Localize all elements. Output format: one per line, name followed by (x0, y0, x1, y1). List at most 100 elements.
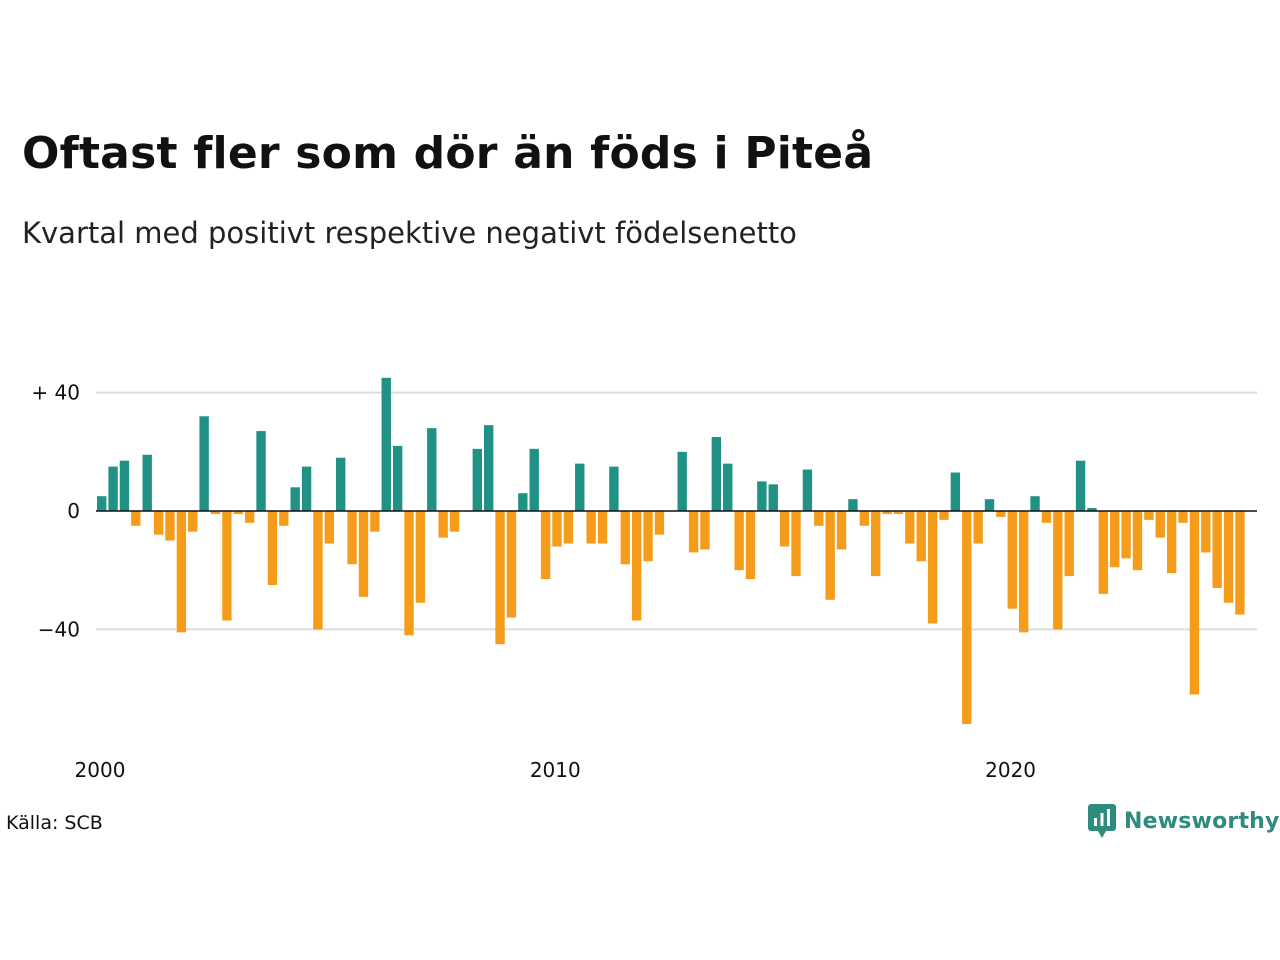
bar (1030, 496, 1040, 511)
bar (347, 511, 357, 565)
bar (1018, 511, 1029, 633)
bar (723, 463, 733, 511)
bar (984, 499, 995, 511)
bar (1121, 511, 1131, 559)
x-axis-ticks: 2000 2010 2020 (75, 758, 1036, 782)
bar (973, 511, 983, 544)
bar (176, 511, 187, 633)
bar (757, 481, 767, 511)
bar (1053, 511, 1063, 630)
bar (210, 511, 221, 514)
bar (165, 511, 175, 541)
bar (711, 437, 722, 511)
brand-logo: Newsworthy (1088, 804, 1280, 838)
bar (404, 511, 414, 636)
bar (1087, 508, 1097, 511)
bar (358, 511, 369, 597)
bar (939, 511, 949, 520)
bar (336, 457, 346, 511)
bar (370, 511, 380, 532)
bar (381, 377, 391, 511)
bar (996, 511, 1006, 517)
bar (1075, 460, 1086, 511)
bar (950, 472, 961, 511)
chart-subtitle: Kvartal med positivt respektive negativt… (22, 216, 797, 250)
bar (1041, 511, 1052, 523)
bar (153, 511, 164, 535)
bar (484, 425, 494, 511)
bar (927, 511, 938, 624)
chart-title: Oftast fler som dör än föds i Piteå (22, 128, 874, 179)
bar (586, 511, 596, 544)
brand-name: Newsworthy (1124, 808, 1280, 834)
bar (597, 511, 608, 544)
bar (1178, 511, 1188, 523)
bar (677, 451, 687, 511)
bar (495, 511, 505, 645)
bar (1098, 511, 1109, 594)
bar (643, 511, 653, 562)
bar (199, 416, 209, 511)
bar (1166, 511, 1177, 574)
bar (654, 511, 665, 535)
bar (688, 511, 699, 553)
bar (836, 511, 847, 550)
bar (131, 511, 141, 526)
bar (290, 487, 300, 511)
bar (734, 511, 744, 571)
bar (1212, 511, 1222, 588)
x-tick-label: 2000 (75, 758, 126, 782)
y-tick-label: −40 (38, 617, 80, 641)
bar (256, 431, 266, 511)
bar (962, 511, 972, 725)
bar (916, 511, 926, 562)
bar (631, 511, 642, 621)
bars (97, 377, 1245, 725)
bar (563, 511, 574, 544)
bar (1201, 511, 1211, 553)
bar (301, 466, 312, 511)
bar (1144, 511, 1154, 520)
bar (848, 499, 858, 511)
bar (905, 511, 915, 544)
bar (859, 511, 869, 526)
bar (222, 511, 232, 621)
bar (142, 454, 152, 511)
bar (1007, 511, 1017, 609)
newsworthy-logo-icon (1088, 804, 1116, 838)
bar (518, 493, 528, 511)
bar (700, 511, 710, 550)
bar (871, 511, 881, 577)
bar (233, 511, 243, 514)
bar (506, 511, 517, 618)
bar (472, 448, 482, 511)
y-axis-ticks: + 40 0 −40 (31, 381, 80, 642)
bar (529, 448, 539, 511)
bar (1110, 511, 1120, 568)
bar (791, 511, 801, 577)
y-tick-label: 0 (67, 499, 80, 523)
bar (97, 496, 107, 511)
bar (575, 463, 585, 511)
bar (1064, 511, 1074, 577)
x-tick-label: 2010 (530, 758, 581, 782)
source-note: Källa: SCB (6, 812, 103, 834)
x-tick-label: 2020 (985, 758, 1036, 782)
bar (415, 511, 426, 603)
bar (768, 484, 778, 511)
bar (1189, 511, 1200, 695)
bar (1155, 511, 1165, 538)
bar (188, 511, 198, 532)
bar (313, 511, 323, 630)
y-tick-label: + 40 (31, 381, 80, 405)
bar (1235, 511, 1245, 615)
bar (825, 511, 835, 600)
bar (893, 511, 904, 514)
bar (244, 511, 255, 523)
bar (620, 511, 630, 565)
gridlines (96, 391, 1257, 631)
bar (609, 466, 619, 511)
bar (267, 511, 278, 585)
bar (1223, 511, 1234, 603)
